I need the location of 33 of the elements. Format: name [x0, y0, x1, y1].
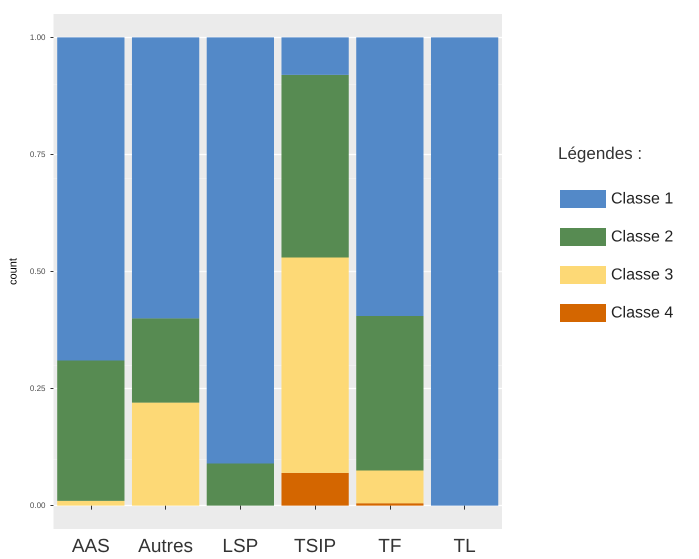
legend-label: Classe 1	[611, 190, 674, 208]
bar	[132, 318, 200, 403]
y-axis-title: count	[8, 258, 20, 285]
bar	[281, 74, 349, 258]
y-tick-label: 0.50	[30, 267, 46, 276]
bar	[206, 37, 274, 464]
bar	[356, 37, 424, 316]
legend-label: Classe 2	[611, 228, 674, 246]
bar	[132, 402, 200, 506]
legend-label: Classe 4	[611, 304, 674, 322]
bar	[356, 316, 424, 470]
bar	[132, 37, 200, 318]
bar	[356, 470, 424, 504]
legend-title: Légendes :	[558, 144, 642, 163]
legend-label: Classe 3	[611, 266, 674, 284]
bar	[206, 463, 274, 506]
bar	[57, 500, 124, 506]
x-tick-label: TSIP	[294, 536, 336, 557]
x-tick-label: LSP	[222, 536, 258, 557]
bar	[57, 37, 124, 360]
y-tick-label: 0.75	[30, 150, 46, 159]
y-tick-label: 0.00	[30, 501, 46, 510]
bar	[281, 37, 349, 75]
x-tick-label: AAS	[72, 536, 110, 557]
bar	[281, 472, 349, 506]
x-tick-label: TF	[378, 536, 402, 557]
bar	[281, 257, 349, 473]
x-tick-label: Autres	[138, 536, 194, 557]
x-tick-label: TL	[454, 536, 476, 557]
y-tick-label: 1.00	[30, 32, 46, 42]
bar	[430, 37, 498, 506]
bar	[57, 360, 124, 501]
y-tick-label: 0.25	[30, 384, 46, 394]
